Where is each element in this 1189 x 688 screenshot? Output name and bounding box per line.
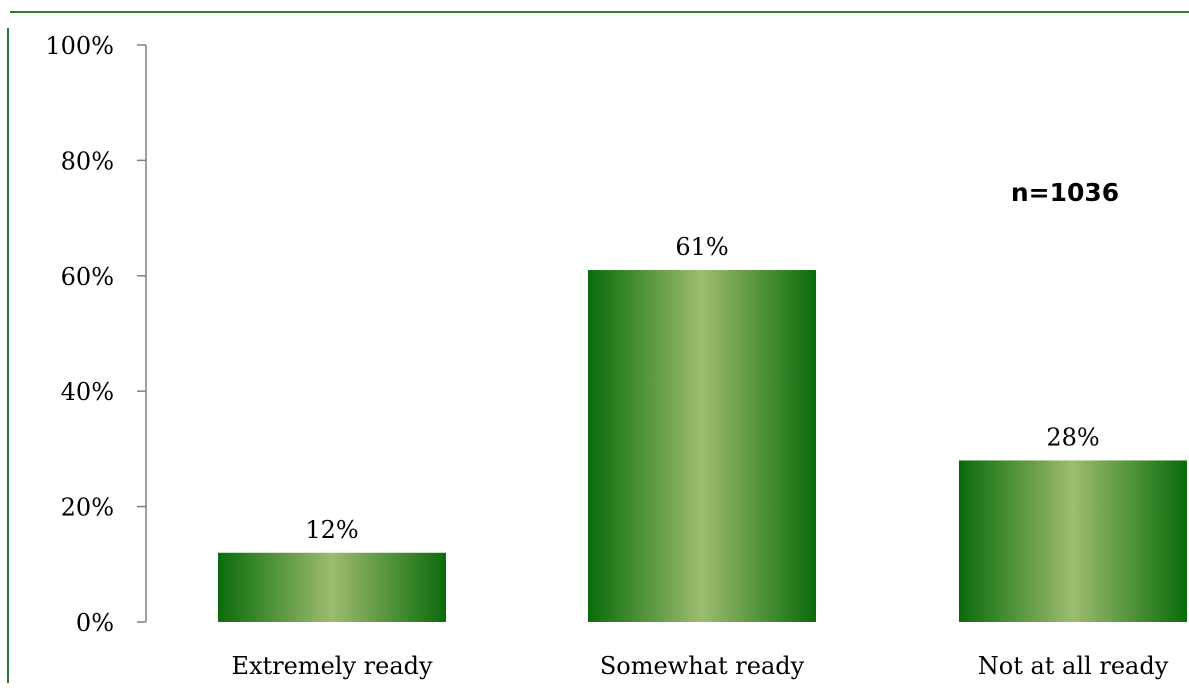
- bar-value-label: 28%: [1046, 423, 1099, 451]
- bar-series: 12% Extremely ready 61% Somewhat ready 28% No…: [218, 233, 1187, 680]
- sample-size-annotation: n=1036: [1011, 178, 1119, 207]
- bar-value-label: 12%: [305, 516, 358, 544]
- y-tick-label: 40%: [61, 378, 114, 406]
- y-tick-label: 0%: [76, 609, 114, 637]
- bar-value-label: 61%: [675, 233, 728, 261]
- x-category-label: Extremely ready: [231, 652, 433, 680]
- y-tick-label: 60%: [61, 263, 114, 291]
- bar: [588, 270, 816, 622]
- y-tick-label: 80%: [61, 147, 114, 175]
- y-tick-label: 20%: [61, 494, 114, 522]
- bar: [218, 552, 446, 622]
- y-axis: 0% 20% 40% 60% 80% 100%: [45, 32, 147, 637]
- y-tick-label: 100%: [45, 32, 114, 60]
- x-category-label: Not at all ready: [978, 652, 1169, 680]
- x-category-label: Somewhat ready: [600, 652, 805, 680]
- chart-frame: [7, 11, 1189, 683]
- bar: [959, 460, 1187, 622]
